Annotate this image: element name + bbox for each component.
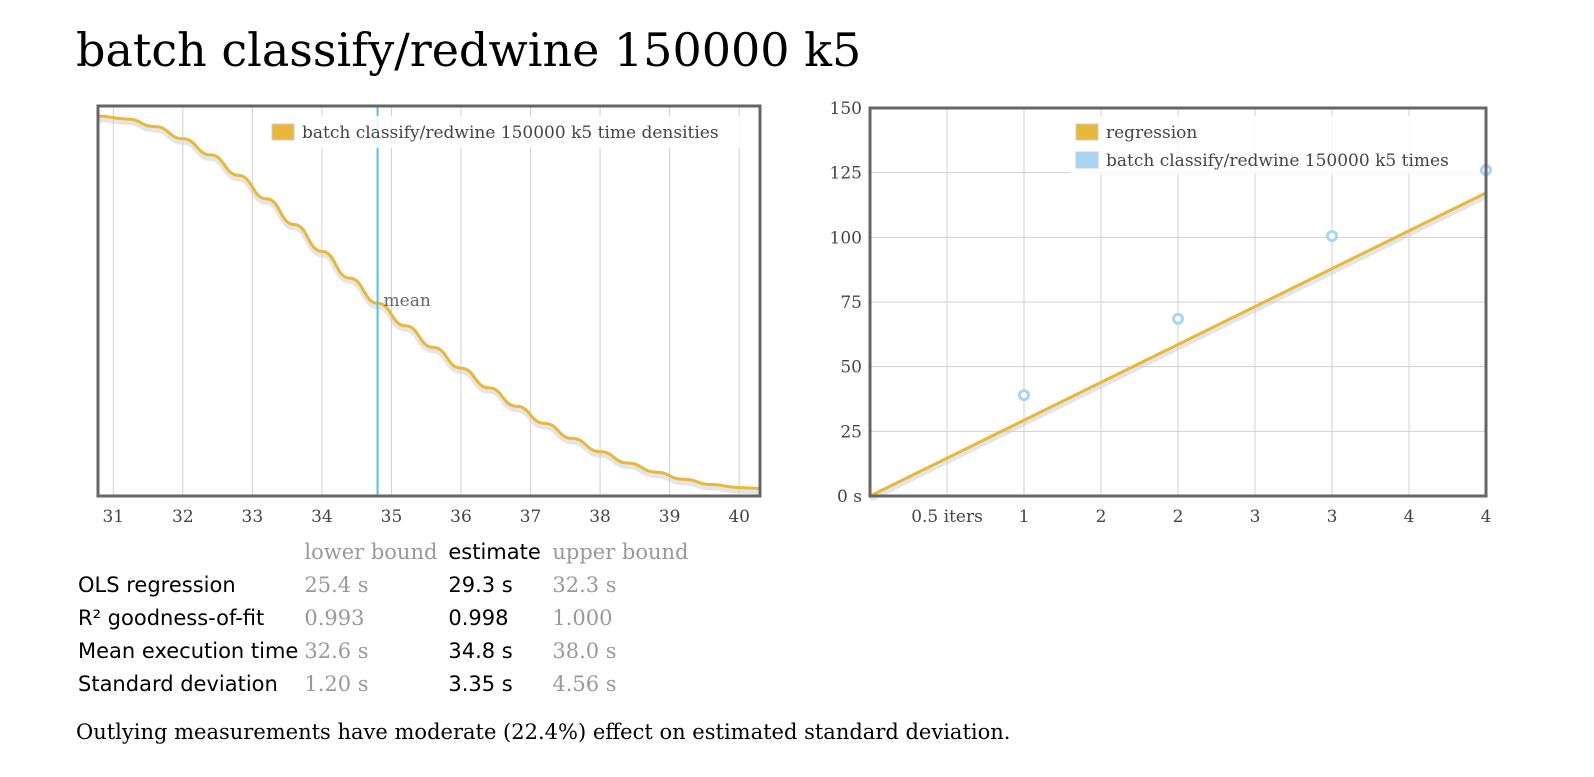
header-upper-bound: upper bound: [552, 539, 689, 564]
x-tick-label: 2: [1173, 507, 1184, 527]
time-point: [1326, 230, 1338, 243]
density-curve: [97, 114, 761, 490]
lower-value: 32.6 s: [304, 638, 369, 663]
stats-row-r2: R² goodness-of-fit 0.993 0.998 1.000: [78, 601, 693, 634]
x-tick-label: 34: [311, 507, 333, 527]
lower-value: 25.4 s: [304, 572, 369, 597]
legend-swatch: [271, 123, 295, 141]
stats-row-ols: OLS regression 25.4 s 29.3 s 32.3 s: [78, 568, 693, 601]
legend-label-times: batch classify/redwine 150000 k5 times: [1106, 151, 1449, 171]
density-grid: [112, 106, 740, 496]
legend-label-regression: regression: [1106, 123, 1197, 143]
regression-legend: regression batch classify/redwine 150000 …: [1070, 116, 1480, 174]
row-label: Standard deviation: [78, 671, 278, 696]
y-tick-label: 0 s: [837, 487, 862, 507]
legend-swatch-times: [1075, 151, 1099, 169]
header-estimate: estimate: [448, 539, 541, 564]
estimate-value: 29.3 s: [448, 572, 513, 597]
stats-header-empty: [78, 535, 304, 568]
regression-frame: [868, 106, 1488, 498]
x-tick-label: 3: [1327, 507, 1338, 527]
estimate-value: 0.998: [448, 605, 509, 630]
legend-background: [1070, 116, 1480, 174]
density-legend: batch classify/redwine 150000 k5 time de…: [266, 116, 748, 148]
legend-swatch-regression: [1075, 123, 1099, 141]
x-tick-label: 33: [242, 507, 264, 527]
row-label: R² goodness-of-fit: [78, 605, 265, 630]
x-tick-label: 1: [1019, 507, 1030, 527]
regression-chart: 0 s 25 50 75 100 125 150 0.5 iters 1 2 2 3 3 4 4 regres…: [830, 99, 1492, 527]
x-tick-label: 4: [1481, 507, 1492, 527]
y-tick-label: 150: [830, 99, 862, 119]
x-tick-label: 31: [102, 507, 124, 527]
density-frame: [96, 104, 762, 498]
row-label: Mean execution time: [78, 638, 299, 663]
y-tick-label: 75: [840, 293, 862, 313]
x-tick-label: 2: [1096, 507, 1107, 527]
upper-value: 1.000: [552, 605, 613, 630]
x-tick-label: 3: [1250, 507, 1261, 527]
time-point: [1018, 389, 1030, 402]
x-tick-label: 4: [1404, 507, 1415, 527]
x-tick-label: 40: [728, 507, 750, 527]
estimate-value: 34.8 s: [448, 638, 513, 663]
estimate-value: 3.35 s: [448, 671, 513, 696]
regression-line: [869, 191, 1487, 498]
stats-row-stddev: Standard deviation 1.20 s 3.35 s 4.56 s: [78, 667, 693, 700]
header-lower-bound: lower bound: [304, 539, 438, 564]
stats-table: lower bound estimate upper bound OLS reg…: [78, 535, 693, 700]
x-tick-label: 32: [172, 507, 194, 527]
x-tick-label: 37: [520, 507, 542, 527]
regression-line-shadow: [868, 193, 1488, 502]
density-chart: 31 32 33 34 35 36 37 38 39 40 mean batch classify/r…: [96, 104, 762, 527]
lower-value: 1.20 s: [304, 671, 369, 696]
x-tick-label: 36: [450, 507, 472, 527]
density-curve-shadow: [97, 116, 761, 495]
upper-value: 38.0 s: [552, 638, 617, 663]
outlier-footnote: Outlying measurements have moderate (22.…: [76, 720, 1011, 744]
y-tick-label: 100: [830, 228, 862, 248]
page-title: batch classify/redwine 150000 k5: [76, 23, 862, 77]
lower-value: 0.993: [304, 605, 365, 630]
y-tick-label: 125: [830, 164, 862, 184]
stats-header-row: lower bound estimate upper bound: [78, 535, 693, 568]
stats-row-mean: Mean execution time 32.6 s 34.8 s 38.0 s: [78, 634, 693, 667]
y-tick-label: 50: [840, 358, 862, 378]
x-tick-label: 38: [589, 507, 611, 527]
legend-background: [266, 116, 748, 148]
time-point: [1172, 312, 1184, 325]
upper-value: 4.56 s: [552, 671, 617, 696]
row-label: OLS regression: [78, 572, 236, 597]
mean-label: mean: [384, 291, 431, 311]
upper-value: 32.3 s: [552, 572, 617, 597]
x-tick-label: 0.5 iters: [911, 507, 983, 527]
legend-label: batch classify/redwine 150000 k5 time de…: [302, 123, 719, 143]
x-tick-label: 39: [659, 507, 681, 527]
y-tick-label: 25: [840, 422, 862, 442]
x-tick-label: 35: [381, 507, 403, 527]
